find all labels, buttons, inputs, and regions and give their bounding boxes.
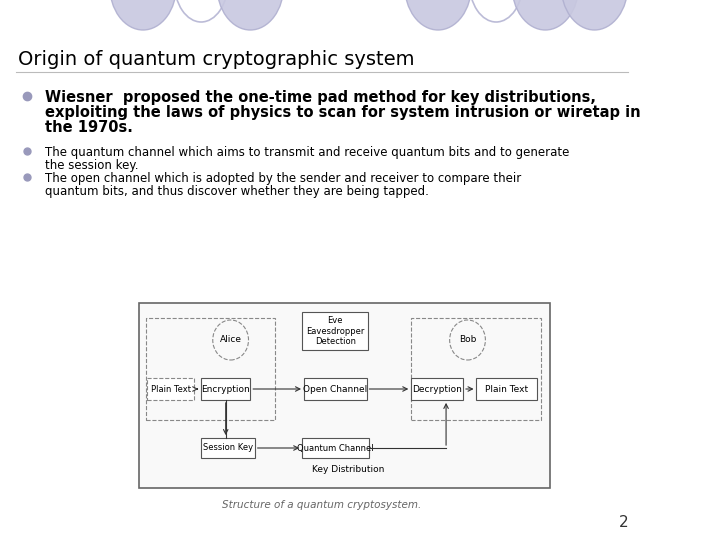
- Bar: [148, 378, 194, 400]
- Text: Origin of quantum cryptographic system: Origin of quantum cryptographic system: [18, 50, 415, 69]
- Bar: [201, 378, 251, 400]
- Bar: [411, 378, 463, 400]
- Bar: [302, 438, 369, 458]
- Text: exploiting the laws of physics to scan for system intrusion or wiretap in: exploiting the laws of physics to scan f…: [45, 105, 640, 120]
- Text: Open Channel: Open Channel: [303, 384, 367, 394]
- Ellipse shape: [405, 0, 472, 30]
- Text: Decryption: Decryption: [412, 384, 462, 394]
- Bar: [145, 318, 275, 420]
- Text: Plain Text: Plain Text: [150, 384, 191, 394]
- Text: the session key.: the session key.: [45, 159, 138, 172]
- Text: Quantum Channel: Quantum Channel: [297, 443, 374, 453]
- Text: Bob: Bob: [459, 335, 476, 345]
- Text: Key Distribution: Key Distribution: [312, 465, 384, 475]
- Text: The open channel which is adopted by the sender and receiver to compare their: The open channel which is adopted by the…: [45, 172, 521, 185]
- Bar: [477, 378, 537, 400]
- Bar: [411, 318, 541, 420]
- Ellipse shape: [512, 0, 579, 30]
- Text: quantum bits, and thus discover whether they are being tapped.: quantum bits, and thus discover whether …: [45, 185, 428, 198]
- Bar: [302, 312, 369, 350]
- Text: The quantum channel which aims to transmit and receive quantum bits and to gener: The quantum channel which aims to transm…: [45, 146, 569, 159]
- Text: the 1970s.: the 1970s.: [45, 120, 132, 135]
- Ellipse shape: [217, 0, 284, 30]
- Ellipse shape: [109, 0, 176, 30]
- Text: Eve
Eavesdropper
Detection: Eve Eavesdropper Detection: [306, 316, 364, 346]
- Bar: [304, 378, 366, 400]
- Text: Session Key: Session Key: [203, 443, 253, 453]
- Text: 2: 2: [618, 515, 629, 530]
- Bar: [138, 303, 550, 488]
- Ellipse shape: [561, 0, 628, 30]
- Text: Wiesner  proposed the one-time pad method for key distributions,: Wiesner proposed the one-time pad method…: [45, 90, 595, 105]
- Bar: [201, 438, 255, 458]
- Text: Structure of a quantum cryptosystem.: Structure of a quantum cryptosystem.: [222, 500, 421, 510]
- Text: Alice: Alice: [220, 335, 242, 345]
- Text: Plain Text: Plain Text: [485, 384, 528, 394]
- Text: Encryption: Encryption: [202, 384, 250, 394]
